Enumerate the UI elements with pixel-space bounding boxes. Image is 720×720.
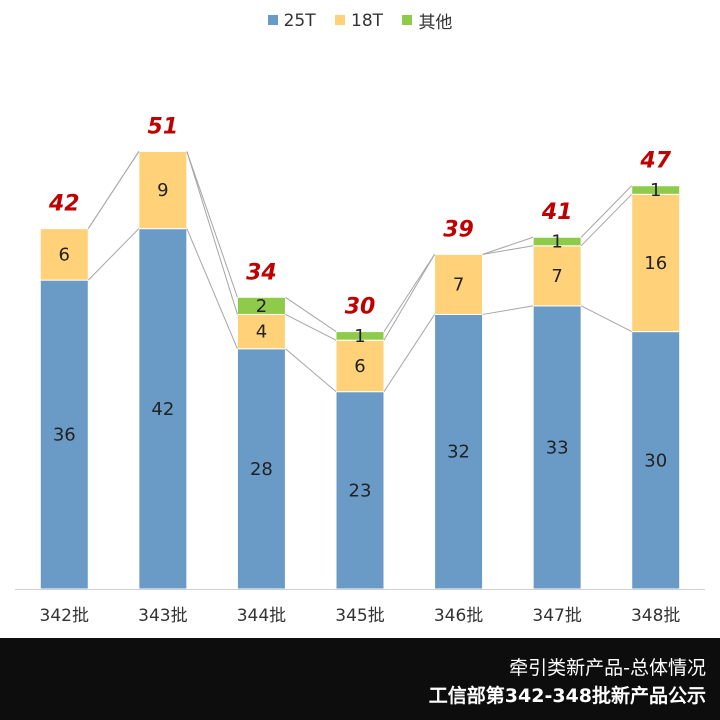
series-line-25T-1 [186, 228, 238, 349]
legend-swatch-25t [267, 14, 278, 25]
total-label-347批: 41 [541, 200, 573, 225]
data-label-25T-348批: 30 [644, 450, 667, 471]
series-line-其他-4 [482, 236, 534, 255]
bar-segment-18T-344批 [236, 313, 286, 350]
data-label-18T-343批: 9 [157, 180, 168, 201]
series-line-18T-3 [383, 254, 436, 341]
data-label-25T-343批: 42 [151, 399, 174, 420]
category-label-348批: 348批 [631, 606, 680, 626]
legend-item-other: 其他 [402, 8, 452, 33]
legend-swatch-other [402, 14, 413, 25]
data-label-25T-345批: 23 [349, 480, 372, 501]
data-label-其他-347批: 1 [551, 232, 562, 253]
footer-banner: 牵引类新产品-总体情况 工信部第342-348批新产品公示 [0, 638, 720, 720]
category-label-346批: 346批 [434, 606, 483, 626]
total-label-344批: 34 [246, 260, 277, 285]
category-label-343批: 343批 [138, 606, 187, 626]
data-label-其他-344批: 2 [256, 296, 267, 317]
bar-segment-25T-344批 [236, 348, 286, 590]
bar-segment-其他-344批 [236, 296, 286, 315]
data-label-其他-348批: 1 [650, 180, 661, 201]
total-label-346批: 39 [443, 217, 474, 242]
chart-legend: 25T 18T 其他 [0, 8, 720, 33]
legend-swatch-18t [335, 14, 345, 25]
series-line-其他-0 [87, 151, 140, 229]
total-label-342批: 42 [48, 192, 80, 217]
category-label-345批: 345批 [335, 606, 384, 626]
bar-segment-18T-342批 [39, 228, 89, 281]
bar-segment-18T-345批 [335, 339, 385, 393]
data-label-18T-344批: 4 [256, 322, 267, 343]
legend-label-25t: 25T [283, 10, 316, 31]
data-label-18T-347批: 7 [551, 266, 562, 287]
footer-subtitle: 牵引类新产品-总体情况 [509, 657, 706, 679]
bar-segment-18T-346批 [434, 253, 484, 315]
legend-item-25t: 25T [267, 10, 316, 31]
bar-segment-25T-343批 [138, 228, 188, 590]
bar-segment-18T-347批 [532, 245, 582, 307]
data-label-18T-342批: 6 [59, 244, 70, 265]
legend-label-other: 其他 [418, 13, 453, 33]
data-label-25T-347批: 33 [546, 437, 569, 458]
series-line-其他-1 [186, 151, 238, 298]
bar-segment-其他-348批 [631, 185, 681, 195]
category-label-344批: 344批 [237, 606, 286, 626]
data-label-25T-344批: 28 [250, 459, 273, 480]
bar-segment-18T-343批 [138, 150, 188, 230]
category-label-342批: 342批 [40, 606, 89, 626]
data-label-25T-342批: 36 [53, 425, 76, 446]
total-label-343批: 51 [148, 114, 179, 139]
data-label-18T-345批: 6 [354, 356, 365, 377]
series-line-25T-0 [87, 228, 140, 281]
category-label-347批: 347批 [532, 606, 581, 626]
footer-title: 工信部第342-348批新产品公示 [428, 685, 706, 707]
data-label-18T-346批: 7 [453, 274, 464, 295]
bar-segment-25T-347批 [532, 305, 582, 590]
bar-segment-25T-346批 [434, 313, 484, 590]
data-label-18T-348批: 16 [644, 253, 667, 274]
data-label-25T-346批: 32 [447, 442, 470, 463]
bar-segment-其他-345批 [335, 331, 385, 341]
series-line-25T-2 [285, 348, 337, 393]
series-line-18T-2 [285, 313, 337, 341]
series-line-其他-5 [580, 185, 633, 238]
series-line-18T-5 [580, 193, 633, 247]
total-label-345批: 30 [345, 295, 376, 320]
series-line-25T-4 [482, 305, 534, 315]
series-line-18T-1 [186, 151, 238, 315]
legend-label-18t: 18T [351, 10, 384, 31]
total-label-348批: 47 [639, 149, 671, 174]
stacked-bar-chart: 36642342批42951343批284234344批236130345批32… [15, 114, 705, 626]
series-line-其他-2 [285, 296, 337, 333]
series-line-18T-4 [482, 245, 534, 255]
series-line-其他-3 [383, 254, 435, 332]
legend-item-18t: 18T [335, 11, 383, 31]
bar-segment-其他-347批 [532, 236, 582, 247]
series-line-25T-5 [580, 305, 632, 333]
data-label-其他-345批: 1 [354, 326, 365, 347]
series-line-25T-3 [383, 314, 435, 392]
